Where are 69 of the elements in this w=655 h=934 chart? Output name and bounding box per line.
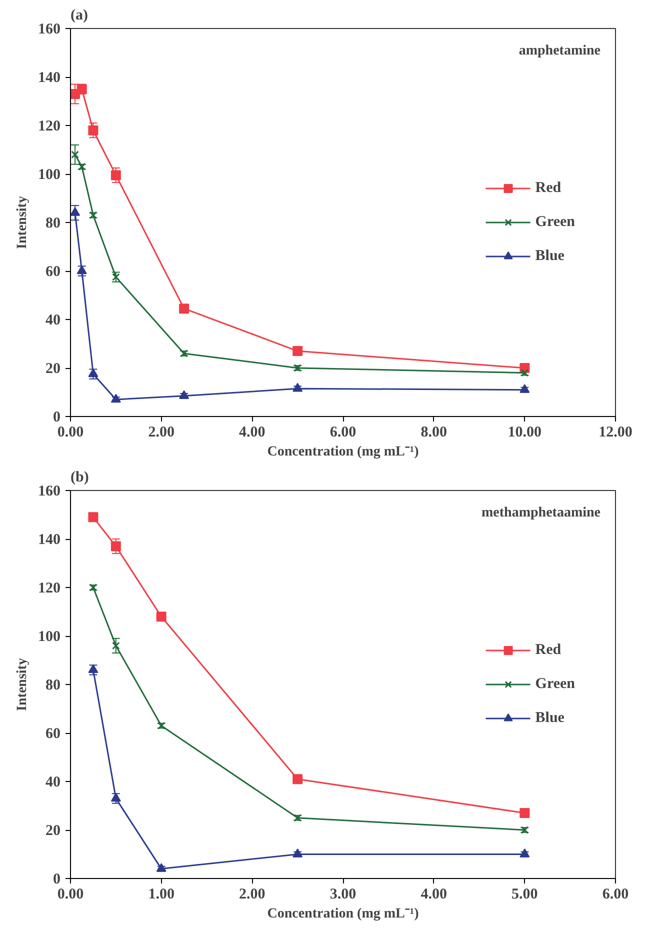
y-tick-label: 100 xyxy=(38,167,60,183)
y-tick-label: 60 xyxy=(46,726,60,742)
y-tick-label: 0 xyxy=(53,410,60,426)
point xyxy=(292,346,303,356)
point xyxy=(292,774,303,784)
x-tick-label: 3.00 xyxy=(330,886,356,902)
point xyxy=(110,541,121,552)
x-tick-label: 8.00 xyxy=(420,424,447,440)
y-tick-label: 140 xyxy=(38,532,60,548)
y-tick-label: 160 xyxy=(38,22,60,38)
x-tick-label: 5.00 xyxy=(512,886,538,902)
x-tick-label: 1.00 xyxy=(148,886,174,902)
point xyxy=(179,390,190,399)
x-tick-label: 4.00 xyxy=(420,886,447,902)
x-tick-label: 6.00 xyxy=(330,424,356,440)
y-tick-label: 40 xyxy=(46,774,60,790)
point xyxy=(76,265,87,274)
x-tick-label: 2.00 xyxy=(239,886,266,902)
y-tick-label: 120 xyxy=(38,580,60,596)
x-tick-label: 0.00 xyxy=(57,886,84,902)
y-tick-label: 160 xyxy=(38,484,60,500)
y-tick-label: 20 xyxy=(46,823,60,839)
annotation: methamphetaamine xyxy=(482,506,601,520)
y-tick-label: 100 xyxy=(38,629,60,645)
x-tick-label: 12.00 xyxy=(598,424,632,440)
annotation: amphetamine xyxy=(518,44,601,58)
legend-label: Red xyxy=(535,642,562,658)
legend-label: Blue xyxy=(535,248,564,264)
point xyxy=(110,792,121,802)
legend-label: Red xyxy=(535,180,562,196)
chart-title: (b) xyxy=(70,470,89,486)
x-tick-label: 0.00 xyxy=(57,424,84,440)
legend-label: Blue xyxy=(535,710,564,726)
point xyxy=(156,863,166,872)
point xyxy=(70,207,80,216)
chart-title: (a) xyxy=(70,8,88,24)
point xyxy=(112,642,120,650)
point xyxy=(156,612,166,622)
y-tick-label: 120 xyxy=(38,118,60,134)
x-tick-label: 4.00 xyxy=(239,424,266,440)
x-tick-label: 10.00 xyxy=(508,424,542,440)
y-tick-label: 60 xyxy=(46,264,60,280)
y-axis-title: Intensity xyxy=(15,196,30,249)
point xyxy=(88,512,98,522)
y-axis-title: Intensity xyxy=(15,658,30,711)
y-tick-label: 80 xyxy=(46,678,60,694)
point xyxy=(71,150,79,159)
x-tick-label: 2.00 xyxy=(148,424,174,440)
point xyxy=(292,848,303,858)
point xyxy=(292,382,303,392)
y-tick-label: 80 xyxy=(46,216,60,232)
point xyxy=(110,170,121,180)
point xyxy=(88,368,98,378)
point xyxy=(520,848,530,858)
point xyxy=(179,304,190,314)
y-tick-label: 0 xyxy=(53,872,60,888)
point xyxy=(110,394,121,403)
point xyxy=(88,125,98,136)
point xyxy=(88,664,98,674)
y-tick-label: 20 xyxy=(46,361,60,377)
legend-label: Green xyxy=(535,214,575,230)
x-axis-title: Concentration (mg mL⁻¹) xyxy=(267,444,420,460)
x-axis-title: Concentration (mg mL⁻¹) xyxy=(267,906,420,922)
y-tick-label: 140 xyxy=(38,70,60,86)
legend-label: Green xyxy=(535,676,575,692)
x-tick-label: 6.00 xyxy=(602,886,629,902)
point xyxy=(520,384,530,393)
point xyxy=(520,808,530,818)
y-tick-label: 40 xyxy=(46,312,60,328)
